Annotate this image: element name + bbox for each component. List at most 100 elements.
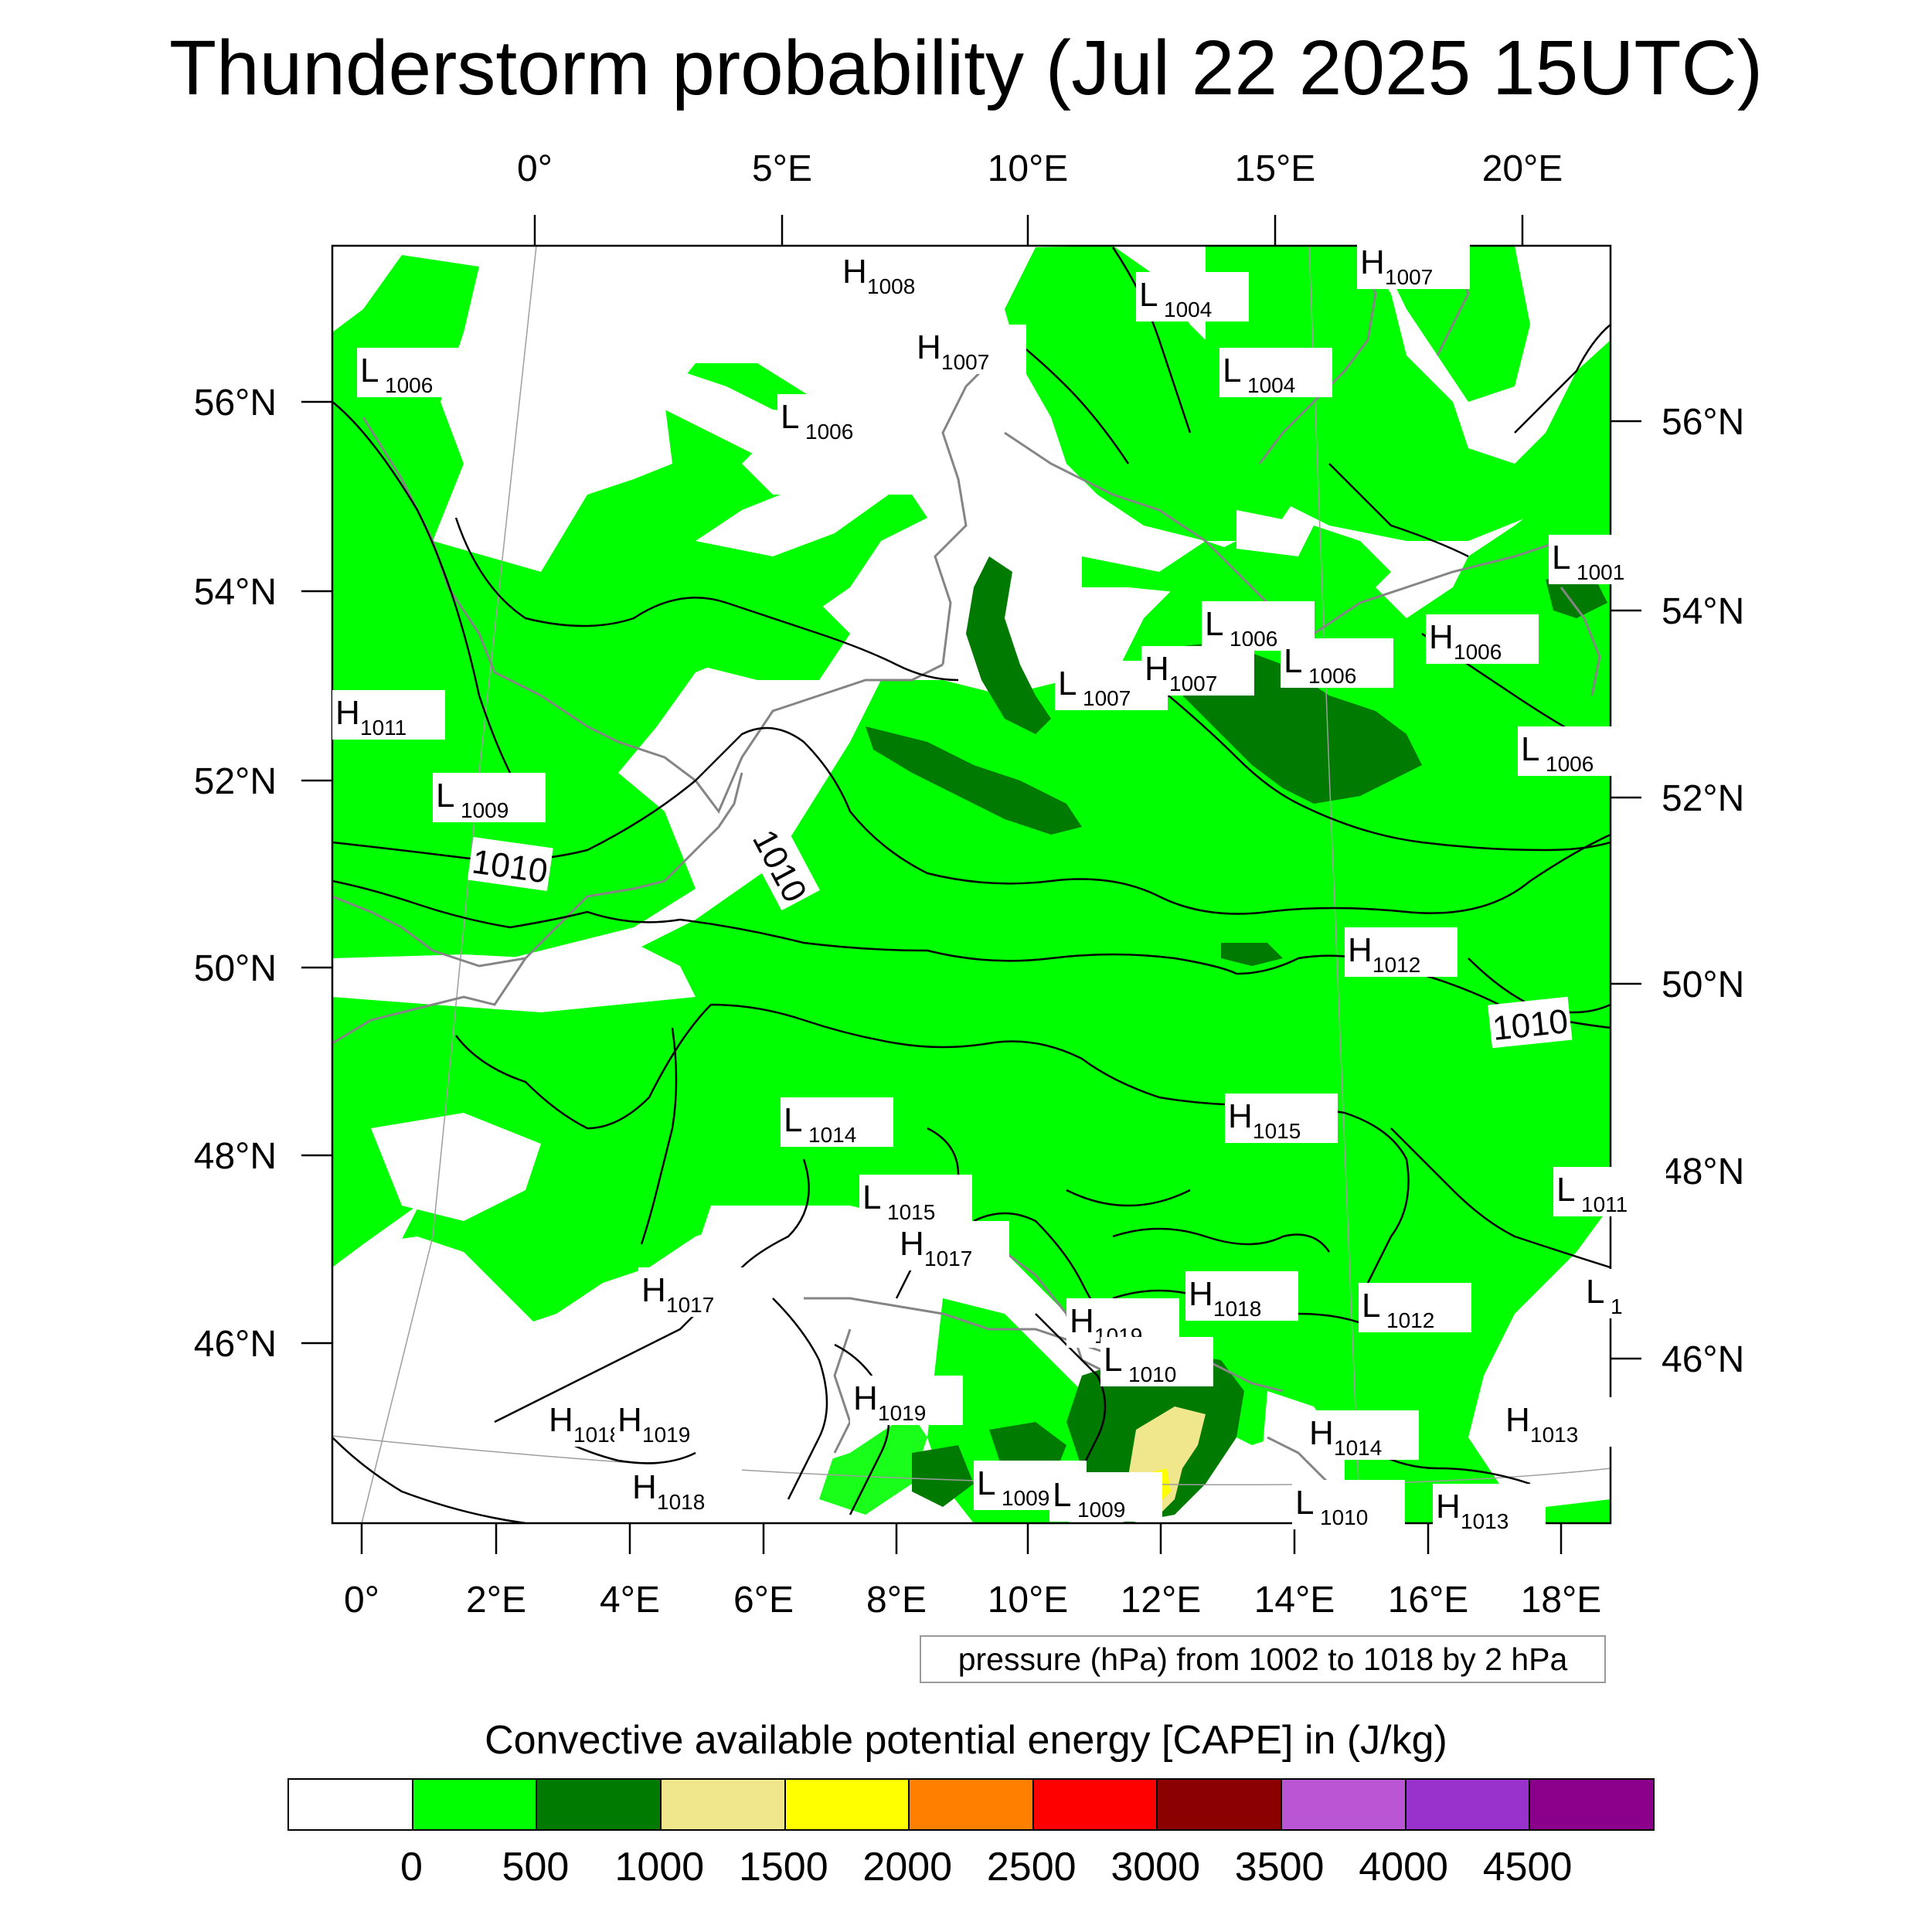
svg-text:H: H	[335, 694, 360, 732]
svg-text:H: H	[1348, 931, 1372, 969]
svg-text:L: L	[1104, 1341, 1122, 1379]
svg-text:1004: 1004	[1247, 373, 1295, 397]
svg-text:H: H	[632, 1468, 657, 1506]
colorbar-tick-label: 2500	[986, 1845, 1077, 1889]
low-pressure-label: L 1006	[357, 348, 470, 397]
svg-text:1017: 1017	[924, 1247, 972, 1270]
low-pressure-label: L 1004	[1136, 272, 1249, 321]
svg-text:1010: 1010	[1491, 1002, 1570, 1048]
high-pressure-label: H 1015	[1225, 1094, 1338, 1143]
colorbar-tick-label: 2000	[862, 1845, 953, 1889]
top-axis-label: 5°E	[752, 148, 812, 189]
high-pressure-label: H 1014	[1306, 1410, 1419, 1460]
right-axis-label: 54°N	[1662, 591, 1744, 632]
svg-text:H: H	[617, 1401, 642, 1439]
high-pressure-label: H 1007	[913, 325, 1026, 374]
svg-text:L: L	[1223, 352, 1241, 389]
svg-text:1013: 1013	[1530, 1423, 1578, 1447]
colorbar-tick-label: 1000	[614, 1845, 705, 1889]
svg-text:1017: 1017	[666, 1293, 714, 1317]
svg-text:L: L	[784, 1101, 802, 1139]
svg-text:1006: 1006	[385, 373, 433, 397]
svg-text:H: H	[900, 1225, 924, 1263]
low-pressure-label: L 1015	[859, 1175, 972, 1224]
bottom-axis-label: 16°E	[1388, 1580, 1469, 1621]
pressure-contour-note: pressure (hPa) from 1002 to 1018 by 2 hP…	[920, 1635, 1606, 1683]
axis-tick-labels: 0° 5°E 10°E 15°E 20°E 0° 2°E 4°E 6°E 8°E 10°E 12°E 1…	[194, 148, 1745, 1621]
svg-text:H: H	[641, 1271, 666, 1309]
svg-text:1014: 1014	[1334, 1436, 1382, 1460]
low-pressure-label: L 1011	[1553, 1167, 1666, 1216]
svg-text:L: L	[1139, 276, 1158, 314]
high-pressure-label: H 1007	[1357, 240, 1470, 289]
colorbar-swatch	[537, 1780, 662, 1829]
svg-text:1009: 1009	[1077, 1498, 1125, 1522]
colorbar-tick-label: 4500	[1482, 1845, 1573, 1889]
right-axis-label: 48°N	[1662, 1151, 1744, 1192]
low-pressure-label: L 1001	[1549, 535, 1662, 584]
left-axis-label: 48°N	[194, 1136, 277, 1177]
right-axis-label: 56°N	[1662, 402, 1744, 443]
colorbar-swatch	[1406, 1780, 1531, 1829]
svg-text:L: L	[360, 352, 379, 389]
svg-text:L: L	[1552, 539, 1570, 577]
svg-text:H: H	[549, 1401, 573, 1439]
high-pressure-label: H 1011	[332, 690, 445, 740]
svg-text:1006: 1006	[1546, 752, 1594, 776]
svg-text:L: L	[1284, 642, 1302, 680]
svg-text:1011: 1011	[1581, 1192, 1628, 1216]
low-pressure-label: L 1006	[1518, 726, 1631, 776]
svg-text:1008: 1008	[867, 274, 915, 298]
bottom-axis-label: 14°E	[1254, 1580, 1335, 1621]
colorbar-tick-label: 500	[502, 1845, 570, 1889]
svg-text:1007: 1007	[1385, 265, 1433, 289]
high-pressure-label: H 1013	[1502, 1397, 1615, 1447]
high-pressure-label: H 1019	[614, 1397, 727, 1447]
low-pressure-label: L 1004	[1219, 348, 1332, 397]
high-pressure-label: H 1017	[896, 1221, 1009, 1270]
high-pressure-label: H 1012	[1345, 927, 1458, 977]
top-axis-label: 20°E	[1482, 148, 1563, 189]
colorbar-tick-label: 4000	[1359, 1845, 1448, 1889]
svg-text:L: L	[1058, 665, 1077, 702]
high-pressure-label: H 1018	[629, 1464, 742, 1514]
colorbar-swatch	[661, 1780, 786, 1829]
svg-text:H: H	[842, 253, 867, 291]
top-axis-label: 15°E	[1235, 148, 1316, 189]
bottom-axis-label: 4°E	[600, 1580, 660, 1621]
svg-text:1010: 1010	[1128, 1362, 1176, 1386]
svg-text:L: L	[1295, 1484, 1314, 1522]
left-axis-label: 52°N	[194, 761, 277, 802]
bottom-axis-label: 8°E	[866, 1580, 927, 1621]
svg-text:H: H	[1436, 1488, 1461, 1526]
colorbar-swatch	[1033, 1780, 1158, 1829]
low-pressure-label: L 1009	[433, 773, 546, 822]
low-pressure-label: L 1010	[1292, 1480, 1405, 1529]
svg-text:1019: 1019	[642, 1423, 690, 1447]
colorbar-tick-label: 3000	[1111, 1845, 1201, 1889]
low-pressure-label: L 1014	[781, 1097, 893, 1147]
svg-text:1006: 1006	[1308, 664, 1356, 688]
svg-text:1004: 1004	[1164, 298, 1212, 321]
svg-text:L: L	[977, 1464, 995, 1502]
left-axis-label: 54°N	[194, 572, 277, 613]
colorbar-title: Convective available potential energy [C…	[485, 1718, 1447, 1763]
svg-text:H: H	[1360, 243, 1385, 281]
low-pressure-label: L 1009	[1049, 1472, 1162, 1522]
low-pressure-label: L 1012	[1359, 1283, 1471, 1332]
colorbar-swatch	[785, 1780, 910, 1829]
svg-text:L: L	[1362, 1287, 1380, 1325]
high-pressure-label: H 1019	[850, 1376, 963, 1425]
svg-text:H: H	[917, 328, 941, 366]
bottom-axis-label: 12°E	[1121, 1580, 1202, 1621]
colorbar-tick-label: 1500	[738, 1845, 828, 1889]
left-axis-label: 46°N	[194, 1324, 277, 1365]
svg-text:1009: 1009	[1002, 1486, 1049, 1510]
svg-text:L: L	[1586, 1273, 1604, 1311]
colorbar-tick-label: 0	[400, 1845, 423, 1889]
low-pressure-label: L 1010	[1100, 1337, 1213, 1386]
svg-text:L: L	[1521, 730, 1539, 768]
colorbar-swatch	[1282, 1780, 1406, 1829]
svg-text:1010: 1010	[1320, 1505, 1368, 1529]
svg-text:H: H	[1429, 618, 1454, 656]
